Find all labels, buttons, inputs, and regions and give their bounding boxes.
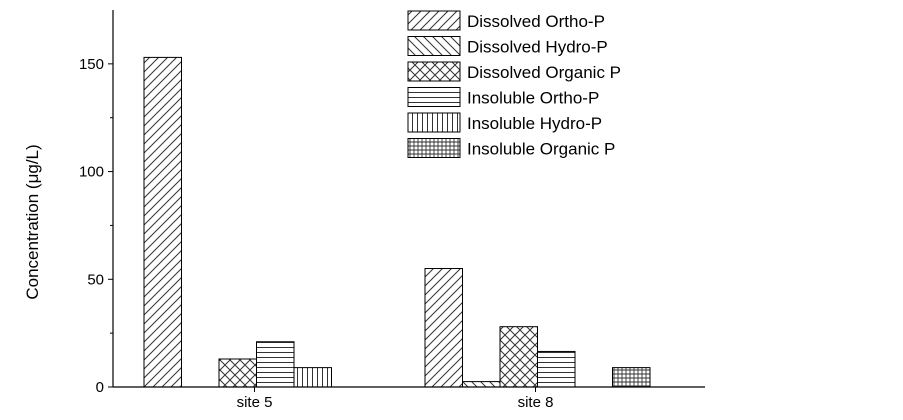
y-tick-label: 100 <box>79 164 104 181</box>
bar-site-8-insoluble-organic-p <box>612 367 651 388</box>
legend-label: Insoluble Ortho-P <box>467 89 599 108</box>
legend-label: Insoluble Hydro-P <box>467 114 602 133</box>
legend-label: Dissolved Ortho-P <box>467 12 605 31</box>
y-tick-label: 150 <box>79 56 104 73</box>
bar-site-8-dissolved-hydro-p <box>462 381 501 388</box>
y-tick-label: 50 <box>87 271 104 288</box>
y-tick-label: 0 <box>96 379 104 396</box>
legend: Dissolved Ortho-P Dissolved Hydro-P Dissol… <box>407 10 621 159</box>
legend-swatch <box>407 61 461 82</box>
bar-site-8-dissolved-ortho-p <box>424 268 463 388</box>
bar-site-5-insoluble-hydro-p <box>293 367 332 388</box>
y-axis-title: Concentration (μg/L) <box>23 144 42 299</box>
x-tick-label: site 8 <box>518 394 554 411</box>
bar-site-5-dissolved-organic-p <box>218 358 257 388</box>
bar-site-8-insoluble-ortho-p <box>537 350 576 388</box>
legend-swatch <box>407 138 461 158</box>
legend-swatch <box>407 10 461 31</box>
bars-layer <box>143 56 651 388</box>
y-axis-title-group: Concentration (μg/L) <box>23 144 42 299</box>
legend-label: Insoluble Organic P <box>467 140 615 159</box>
legend-swatch <box>407 112 461 133</box>
legend-swatch <box>407 36 461 56</box>
bar-site-5-insoluble-ortho-p <box>256 341 295 388</box>
x-tick-label: site 5 <box>237 394 273 411</box>
legend-label: Dissolved Organic P <box>467 63 621 82</box>
axes-layer: 0 50 100 150 site 5 site 8 <box>79 10 705 411</box>
legend-label: Dissolved Hydro-P <box>467 38 608 57</box>
bar-site-8-dissolved-organic-p <box>499 326 538 388</box>
legend-swatch <box>407 87 461 107</box>
bar-site-5-dissolved-ortho-p <box>143 56 182 388</box>
